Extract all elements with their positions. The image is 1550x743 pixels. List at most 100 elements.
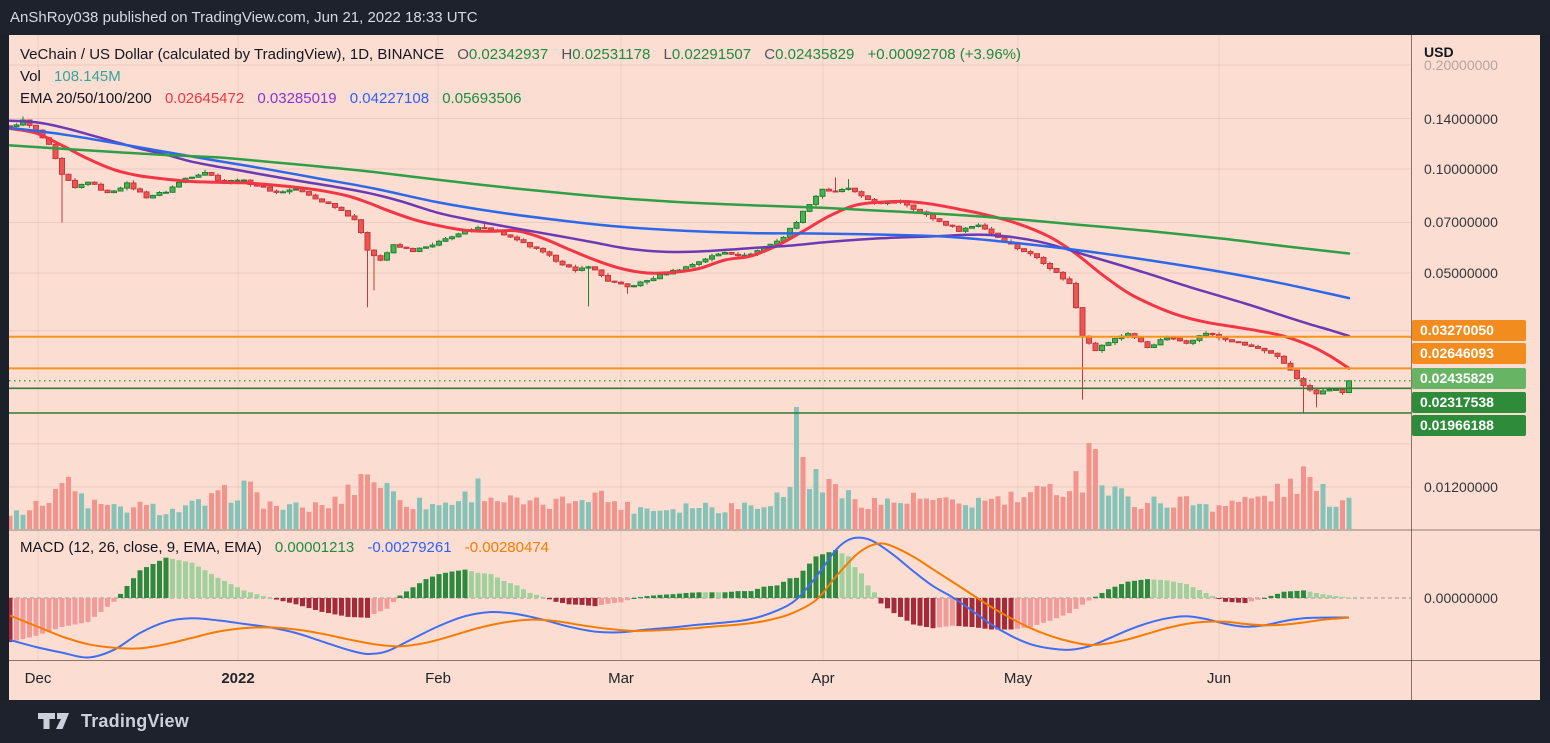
macd-histogram-bar — [1223, 598, 1228, 602]
candle-body — [371, 249, 377, 257]
macd-histogram-bar — [1047, 598, 1053, 621]
volume-bar — [1216, 505, 1222, 529]
volume-bar — [482, 501, 487, 529]
volume-bar — [254, 492, 260, 529]
volume-bar — [137, 501, 143, 529]
macd-histogram-bar — [79, 598, 84, 624]
macd-histogram-bar — [261, 596, 266, 598]
macd-histogram-bar — [664, 594, 669, 598]
macd-histogram-bar — [384, 598, 390, 609]
volume-bar — [761, 507, 767, 529]
price-badge: 0.03270050 — [1412, 320, 1526, 341]
volume-bar — [696, 508, 702, 529]
volume-bar — [352, 495, 357, 529]
price-axis-label: 0.14000000 — [1424, 111, 1498, 127]
volume-bar — [280, 509, 286, 529]
volume-bar — [46, 503, 52, 529]
high-label: H — [561, 46, 573, 63]
macd-histogram-bar — [794, 577, 799, 598]
volume-bar — [566, 503, 572, 529]
volume-bar — [501, 502, 507, 529]
macd-histogram-bar — [20, 598, 26, 639]
macd-histogram-bar — [599, 598, 604, 605]
macd-histogram-bar — [274, 598, 279, 600]
macd-histogram-bar — [1255, 598, 1261, 600]
candle-body — [423, 246, 429, 249]
macd-pane[interactable] — [9, 530, 1411, 660]
candle-body — [1138, 337, 1144, 343]
candle-body — [579, 267, 585, 271]
ema-row[interactable]: EMA 20/50/100/200 0.02645472 0.03285019 … — [20, 88, 1021, 110]
volume-bar — [599, 490, 604, 529]
volume-bar — [1327, 506, 1332, 529]
volume-bar — [157, 515, 162, 529]
candle-body — [637, 281, 644, 287]
macd-histogram-bar — [118, 593, 123, 598]
candle-body — [546, 251, 553, 256]
macd-histogram-bar — [72, 598, 78, 625]
chart-canvas[interactable] — [9, 35, 1540, 700]
macd-histogram-bar — [475, 572, 481, 598]
low-label: L — [663, 46, 672, 63]
volume-bar — [540, 504, 546, 529]
macd-legend[interactable]: MACD (12, 26, close, 9, EMA, EMA) 0.0000… — [20, 540, 549, 556]
volume-bar — [462, 491, 468, 529]
macd-histogram-bar — [800, 570, 806, 598]
volume-bar — [105, 504, 110, 529]
volume-bar — [144, 504, 149, 529]
macd-histogram-bar — [14, 598, 19, 641]
candle-body — [1170, 337, 1177, 340]
volume-bar — [1314, 490, 1319, 529]
symbol-row[interactable]: VeChain / US Dollar (calculated by Tradi… — [20, 44, 1021, 66]
candle-body — [1235, 341, 1242, 344]
main-pane[interactable] — [9, 35, 1411, 530]
macd-histogram-bar — [423, 579, 429, 598]
macd-histogram-bar — [397, 595, 403, 598]
volume-bar — [319, 505, 325, 529]
tradingview-brand-text[interactable]: TradingView — [81, 711, 189, 731]
low-value: 0.02291507 — [671, 46, 752, 63]
volume-row[interactable]: Vol 108.145M — [20, 66, 1021, 88]
candle-body — [1222, 337, 1229, 341]
tradingview-logo-icon[interactable] — [38, 713, 70, 730]
ema200-line — [9, 144, 1351, 255]
volume-bar — [1197, 503, 1202, 529]
candle-body — [59, 158, 65, 175]
macd-histogram-bar — [430, 576, 435, 598]
candle-body — [390, 244, 397, 254]
volume-bar — [586, 502, 591, 529]
macd-histogram-bar — [911, 598, 916, 625]
macd-histogram-bar — [248, 592, 253, 598]
candle-body — [1053, 268, 1060, 273]
macd-histogram-bar — [592, 598, 598, 607]
candle-body — [514, 236, 520, 241]
candle-body — [9, 125, 13, 128]
candle-body — [611, 280, 618, 283]
candle-body — [280, 191, 286, 194]
macd-histogram-bar — [820, 554, 825, 598]
macd-histogram-bar — [833, 550, 838, 598]
volume-bar — [469, 502, 474, 529]
volume-bar — [833, 484, 838, 529]
macd-histogram-bar — [729, 591, 734, 598]
macd-histogram-bar — [1275, 593, 1280, 598]
macd-histogram-bar — [358, 598, 364, 618]
macd-histogram-bar — [1099, 593, 1105, 598]
time-axis[interactable]: Dec 2022 Feb Mar Apr May Jun — [9, 660, 1540, 700]
macd-histogram-bar — [1262, 598, 1267, 599]
volume-bar — [332, 496, 338, 529]
time-axis-label: Apr — [811, 670, 835, 687]
macd-histogram-bar — [183, 561, 188, 598]
macd-histogram-bar — [1151, 579, 1157, 598]
macd-histogram-bar — [196, 566, 201, 598]
macd-histogram-bar — [612, 598, 617, 603]
candle-body — [956, 225, 962, 232]
price-axis[interactable]: USD 0.20000000 0.14000000 0.10000000 0.0700… — [1411, 35, 1540, 700]
macd-histogram-bar — [1119, 584, 1124, 598]
macd-histogram-bar — [1125, 581, 1131, 598]
macd-histogram-bar — [638, 597, 643, 599]
macd-histogram-bar — [40, 598, 45, 634]
volume-bar — [150, 503, 156, 529]
footer-bar: TradingView — [0, 700, 1550, 743]
candle-body — [449, 236, 455, 240]
